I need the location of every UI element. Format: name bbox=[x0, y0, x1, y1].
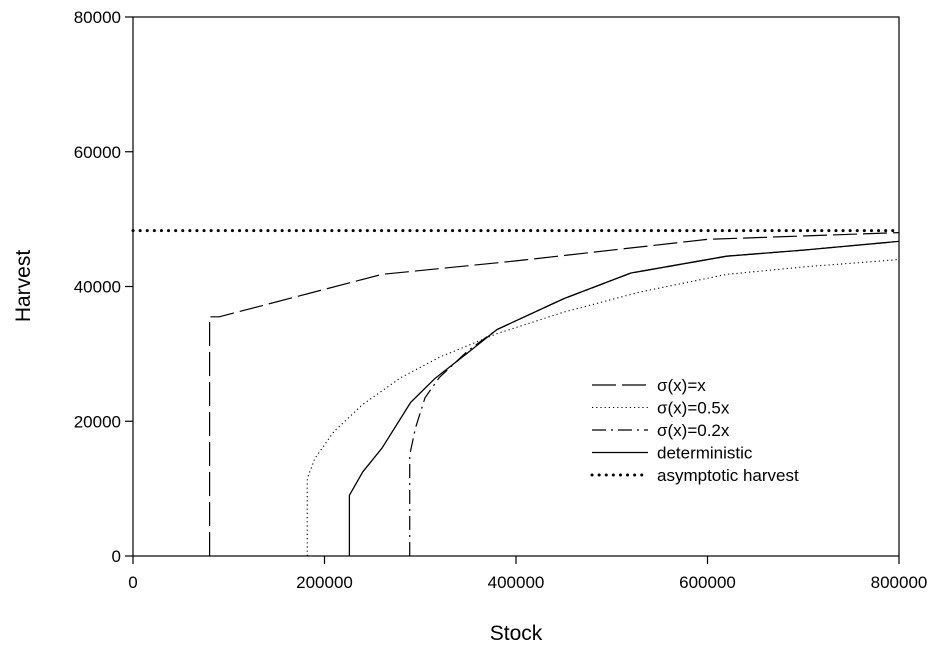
y-tick-label: 60000 bbox=[74, 143, 121, 162]
x-tick-label: 0 bbox=[128, 573, 137, 592]
x-tick-label: 400000 bbox=[488, 573, 545, 592]
y-tick-label: 20000 bbox=[74, 412, 121, 431]
x-axis-title: Stock bbox=[490, 622, 543, 645]
y-axis: 0 20000 40000 60000 80000 bbox=[74, 8, 133, 566]
legend-label-4: asymptotic harvest bbox=[657, 466, 799, 485]
series-line-0 bbox=[209, 232, 900, 556]
x-axis: 0 200000 400000 600000 800000 bbox=[128, 556, 927, 592]
x-tick-label: 200000 bbox=[296, 573, 353, 592]
x-tick-label: 600000 bbox=[679, 573, 736, 592]
legend-label-1: σ(x)=0.5x bbox=[657, 399, 730, 418]
y-tick-label: 0 bbox=[112, 547, 121, 566]
series-line-1 bbox=[306, 259, 900, 556]
legend-label-2: σ(x)=0.2x bbox=[657, 421, 730, 440]
series-line-3 bbox=[348, 240, 900, 556]
legend-label-3: deterministic bbox=[657, 444, 753, 463]
y-axis-title: Harvest bbox=[12, 250, 35, 323]
legend: σ(x)=x σ(x)=0.5x σ(x)=0.2x deterministic asy… bbox=[590, 376, 799, 485]
series-line-2 bbox=[409, 240, 900, 556]
y-tick-label: 80000 bbox=[74, 8, 121, 27]
x-tick-label: 800000 bbox=[871, 573, 928, 592]
y-tick-label: 40000 bbox=[74, 278, 121, 297]
series-layer bbox=[131, 229, 901, 556]
legend-label-0: σ(x)=x bbox=[657, 376, 706, 395]
